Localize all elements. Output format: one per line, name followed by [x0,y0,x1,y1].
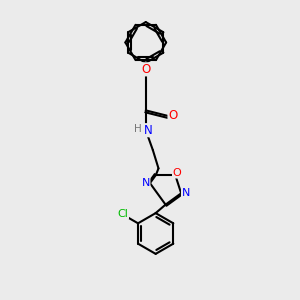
Text: N: N [144,124,153,137]
Text: O: O [141,63,150,76]
Text: Cl: Cl [118,209,128,219]
Text: O: O [168,109,177,122]
Text: H: H [134,124,142,134]
Text: N: N [182,188,190,198]
Text: O: O [172,168,181,178]
Text: N: N [142,178,150,188]
